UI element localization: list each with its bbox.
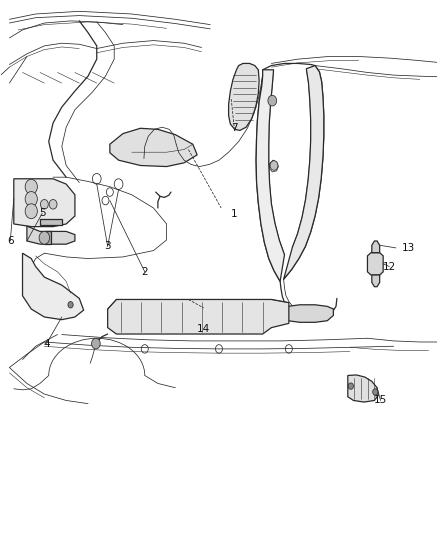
Text: 4: 4 [43, 338, 50, 349]
Polygon shape [288, 305, 333, 322]
Circle shape [25, 179, 37, 194]
Polygon shape [40, 219, 62, 225]
Polygon shape [108, 300, 289, 334]
Text: 3: 3 [104, 241, 111, 251]
Circle shape [373, 389, 378, 395]
Polygon shape [348, 375, 378, 402]
Polygon shape [284, 66, 324, 279]
Polygon shape [27, 226, 75, 244]
Circle shape [92, 338, 100, 349]
Polygon shape [372, 241, 380, 253]
Text: 7: 7 [231, 123, 237, 133]
Text: 2: 2 [141, 267, 148, 277]
Circle shape [268, 95, 277, 106]
Circle shape [25, 191, 37, 206]
Polygon shape [256, 70, 285, 281]
Circle shape [39, 231, 49, 244]
Polygon shape [367, 253, 383, 275]
Polygon shape [22, 253, 84, 320]
Text: 1: 1 [231, 209, 237, 220]
Text: 5: 5 [39, 208, 46, 219]
Polygon shape [44, 231, 51, 244]
Text: 6: 6 [7, 236, 14, 246]
Polygon shape [14, 179, 75, 227]
Polygon shape [229, 63, 259, 131]
Polygon shape [110, 128, 197, 166]
Circle shape [25, 204, 37, 219]
Text: 14: 14 [197, 324, 210, 334]
Text: 13: 13 [402, 243, 416, 253]
Circle shape [49, 199, 57, 209]
Circle shape [40, 199, 48, 209]
Circle shape [348, 383, 353, 389]
Circle shape [68, 302, 73, 308]
Text: 15: 15 [374, 395, 387, 406]
Text: 12: 12 [383, 262, 396, 271]
Circle shape [270, 161, 278, 170]
Polygon shape [372, 275, 380, 287]
